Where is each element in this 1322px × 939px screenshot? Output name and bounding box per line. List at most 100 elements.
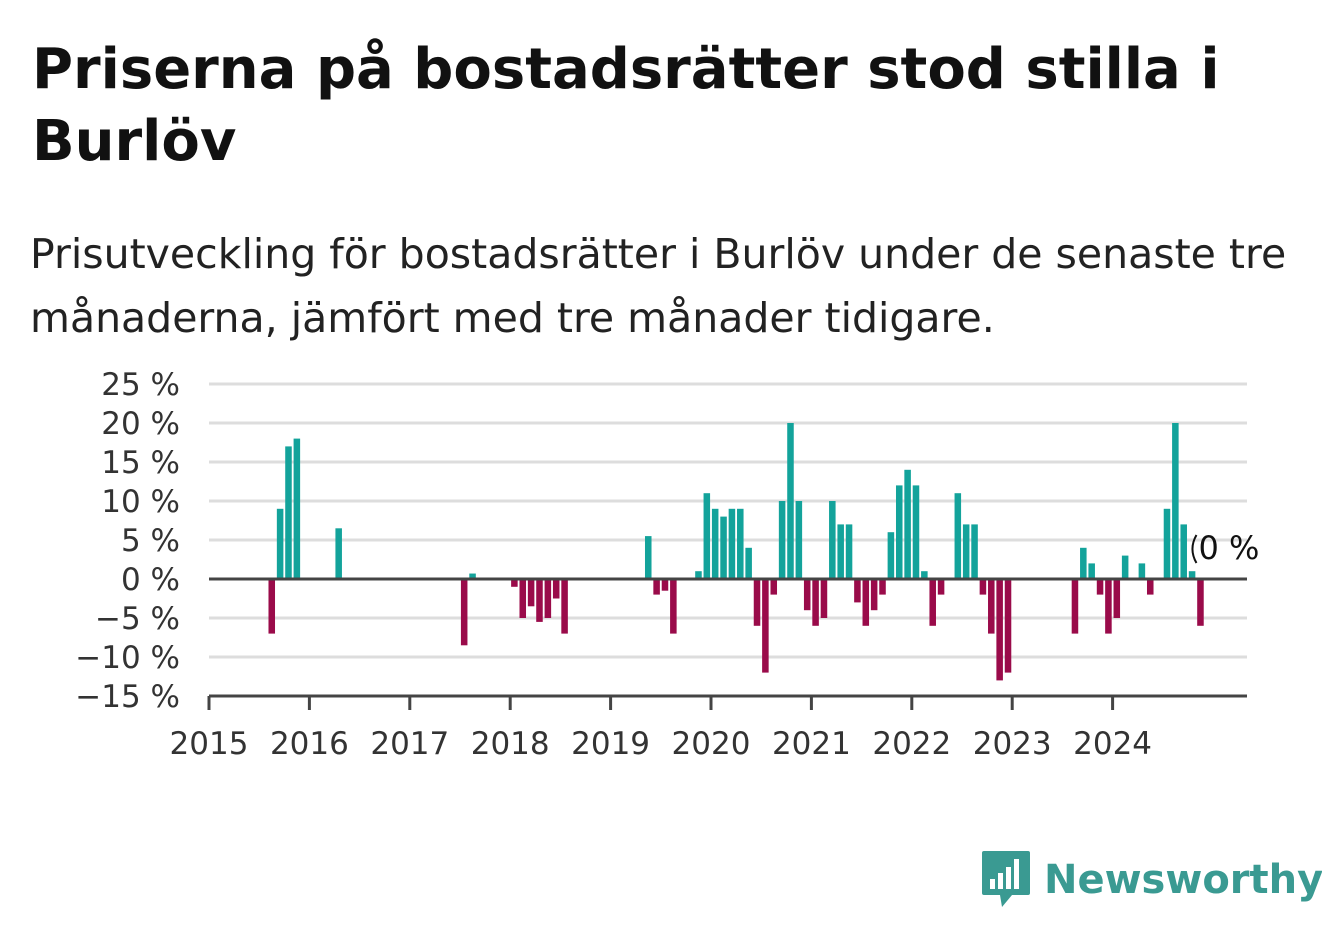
y-tick-label: 20 %	[101, 406, 180, 442]
x-tick-label: 2022	[872, 726, 951, 762]
bar	[954, 493, 962, 579]
bar	[728, 508, 736, 579]
bar	[862, 579, 870, 626]
bar	[854, 579, 861, 603]
bar	[695, 571, 702, 579]
bar	[720, 516, 727, 579]
bar	[887, 532, 895, 579]
bar	[837, 524, 844, 579]
x-tick-label: 2020	[672, 726, 751, 762]
y-tick-label: 5 %	[121, 523, 180, 559]
bar	[937, 579, 945, 595]
bar	[929, 579, 936, 626]
newsworthy-logo-icon	[982, 851, 1030, 907]
bar	[745, 547, 752, 579]
bar	[1138, 563, 1146, 579]
bar	[276, 508, 284, 579]
x-tick-label: 2024	[1073, 726, 1152, 762]
chart-subtitle: Prisutveckling för bostadsrätter i Burlö…	[30, 230, 1287, 342]
y-tick-label: 10 %	[101, 484, 180, 520]
bar	[544, 579, 552, 618]
bar	[711, 508, 719, 579]
bar	[895, 485, 903, 579]
bar	[829, 501, 836, 579]
y-tick-label: −10 %	[75, 640, 180, 676]
bar	[795, 501, 803, 579]
bar	[1004, 579, 1012, 673]
brand-name: Newsworthy	[1044, 857, 1322, 903]
bar-chart: 25 %20 %15 %10 %5 %0 %−5 %−10 %−15 % 201…	[75, 367, 1259, 762]
y-tick-label: 25 %	[101, 367, 180, 403]
bar	[1121, 555, 1129, 579]
y-tick-label: −15 %	[75, 679, 180, 715]
bar	[962, 524, 970, 579]
bar	[670, 579, 677, 634]
bar	[1172, 423, 1179, 579]
bar	[527, 579, 535, 607]
x-tick-label: 2019	[571, 726, 650, 762]
bar	[979, 579, 987, 595]
bar	[561, 579, 568, 634]
x-tick-label: 2015	[170, 726, 249, 762]
y-tick-label: 0 %	[121, 562, 180, 598]
bar	[511, 579, 518, 587]
bar	[1163, 508, 1171, 579]
y-tick-label: −5 %	[95, 601, 180, 637]
bar	[552, 579, 560, 599]
y-axis-ticks: 25 %20 %15 %10 %5 %0 %−5 %−10 %−15 %	[75, 367, 180, 715]
bar	[1197, 579, 1204, 626]
x-tick-label: 2018	[471, 726, 550, 762]
bar	[460, 579, 468, 646]
bar	[661, 579, 669, 591]
bar	[770, 579, 778, 595]
bar	[644, 536, 652, 579]
bar	[845, 524, 853, 579]
axes	[209, 577, 1247, 698]
bar	[1080, 547, 1087, 579]
brand-logo: Newsworthy	[980, 848, 1322, 912]
bar	[870, 579, 878, 611]
bar	[285, 446, 292, 579]
bar	[536, 579, 543, 622]
bar	[988, 579, 995, 634]
bar	[1146, 579, 1154, 595]
bar	[268, 579, 276, 634]
annotation-bracket	[1191, 534, 1198, 564]
gridlines	[209, 382, 1247, 659]
bar	[912, 485, 920, 579]
bar	[293, 438, 301, 579]
bar	[1188, 571, 1196, 579]
annotations: 0 %	[1191, 529, 1259, 567]
bar	[1088, 563, 1095, 579]
bar	[1105, 579, 1112, 634]
bar	[996, 579, 1003, 681]
bar	[1071, 579, 1079, 634]
x-tick-label: 2021	[772, 726, 851, 762]
annotation-label: 0 %	[1198, 529, 1259, 567]
chart-title: Priserna på bostadsrätter stod stilla i …	[32, 37, 1220, 174]
bar	[1180, 524, 1187, 579]
y-tick-label: 15 %	[101, 445, 180, 481]
bar	[753, 579, 761, 626]
bar	[812, 579, 819, 626]
bar	[1113, 579, 1121, 618]
bar	[335, 528, 342, 579]
x-tick-label: 2017	[370, 726, 449, 762]
x-axis-ticks: 2015 2016 2017 2018 2019 2020 2021 2022 2023 2024	[170, 696, 1152, 762]
bar	[879, 579, 886, 595]
bar	[519, 579, 527, 618]
x-tick-label: 2023	[973, 726, 1052, 762]
bar	[778, 501, 786, 579]
bar	[653, 579, 660, 595]
bar	[904, 469, 911, 579]
bar	[921, 571, 928, 579]
bar	[703, 493, 711, 579]
bar	[737, 508, 744, 579]
x-tick-label: 2016	[270, 726, 349, 762]
bar	[762, 579, 769, 673]
bar	[820, 579, 828, 618]
bars	[268, 423, 1204, 681]
bar	[971, 524, 978, 579]
bar	[787, 423, 794, 579]
bar	[1096, 579, 1104, 595]
